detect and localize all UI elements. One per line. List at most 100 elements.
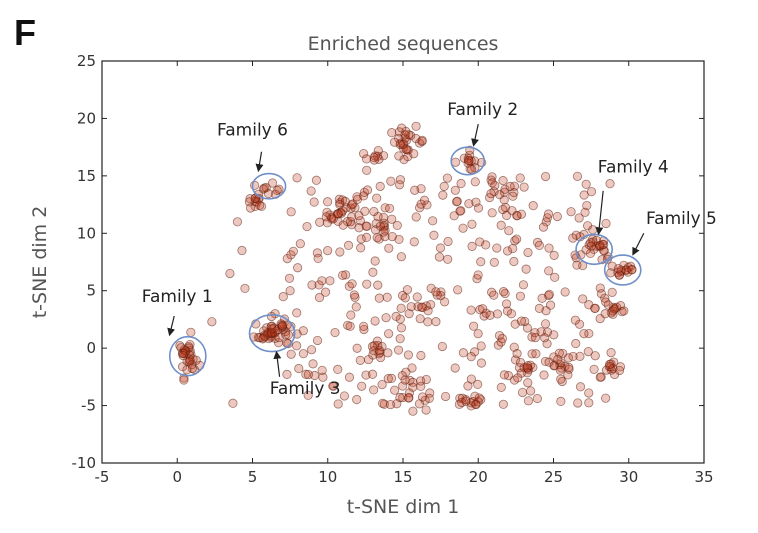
data-point (575, 382, 586, 392)
data-point (391, 311, 401, 322)
data-point (458, 348, 468, 358)
data-point (311, 175, 322, 185)
cluster-point (464, 155, 474, 166)
data-point (601, 393, 611, 403)
data-point (476, 358, 487, 368)
data-point (492, 243, 502, 253)
cluster-point (400, 130, 410, 140)
data-point (306, 186, 316, 196)
data-point (385, 203, 395, 214)
data-point (496, 382, 506, 392)
data-point (466, 374, 476, 384)
cluster-point (402, 135, 412, 145)
data-point (428, 216, 438, 226)
data-point (352, 394, 362, 405)
data-point (333, 399, 343, 409)
y-tick-label: -5 (81, 397, 96, 415)
cluster-point (348, 199, 358, 209)
cluster-point (277, 320, 288, 331)
data-point (207, 317, 217, 327)
data-point (521, 264, 531, 274)
data-point (409, 237, 419, 247)
data-point (458, 223, 468, 233)
data-point (396, 303, 406, 313)
data-point (237, 245, 247, 256)
y-axis-label: t-SNE dim 2 (29, 206, 51, 319)
data-point (492, 309, 503, 319)
cluster-point (600, 309, 610, 319)
cluster-point (608, 306, 618, 316)
data-point (473, 329, 483, 339)
data-point (467, 241, 477, 251)
data-point (450, 363, 460, 373)
data-point (475, 237, 485, 247)
panel-label: F (14, 12, 36, 53)
data-point (515, 291, 526, 301)
data-point (572, 171, 583, 181)
points-layer (175, 121, 637, 416)
cluster-point (401, 367, 411, 377)
cluster-point (563, 370, 573, 380)
cluster-point (186, 327, 196, 337)
cluster-point (395, 139, 405, 150)
cluster-point (250, 180, 260, 190)
data-point (572, 260, 582, 270)
cluster-point (474, 393, 484, 403)
cluster-point (356, 234, 366, 244)
data-point (419, 195, 430, 205)
data-point (453, 285, 463, 295)
data-point (383, 374, 393, 384)
cluster-point (417, 392, 428, 402)
data-point (373, 280, 383, 290)
data-point (556, 396, 566, 406)
cluster-point (338, 220, 348, 230)
data-point (523, 396, 534, 406)
data-point (278, 292, 288, 302)
data-point (349, 290, 359, 300)
cluster-point (267, 178, 278, 188)
data-point (341, 270, 351, 280)
y-tick-label: 5 (86, 282, 96, 300)
cluster-point (606, 348, 616, 358)
cluster-point (461, 396, 471, 406)
cluster-point (586, 241, 596, 251)
cluster-point (369, 155, 379, 165)
data-point (595, 283, 605, 293)
data-point (313, 253, 323, 264)
data-point (516, 209, 527, 219)
data-point (518, 280, 529, 290)
cluster-point (500, 184, 510, 194)
cluster-point (393, 345, 404, 355)
data-point (232, 217, 243, 227)
data-point (367, 369, 378, 379)
data-point (406, 302, 416, 312)
data-point (531, 349, 541, 359)
cluster-point (404, 393, 414, 403)
data-point (395, 180, 405, 190)
data-point (338, 270, 348, 280)
data-point (442, 173, 453, 183)
x-tick-label: 15 (393, 468, 412, 486)
data-point (359, 324, 369, 335)
data-point (578, 294, 588, 304)
data-point (325, 276, 335, 286)
data-point (395, 334, 405, 344)
data-point (368, 267, 378, 277)
cluster-point (619, 306, 629, 316)
data-point (396, 323, 407, 333)
data-point (355, 216, 365, 226)
data-point (443, 254, 453, 264)
data-point (464, 199, 474, 209)
data-point (450, 185, 460, 195)
y-tick-label: 0 (86, 339, 96, 357)
family-arrow (273, 350, 282, 377)
data-point (566, 207, 576, 217)
data-point (499, 195, 509, 205)
data-point (502, 306, 513, 316)
data-point (471, 197, 481, 207)
data-point (344, 281, 354, 291)
data-point (473, 270, 483, 280)
data-point (294, 363, 304, 374)
data-point (515, 173, 525, 183)
